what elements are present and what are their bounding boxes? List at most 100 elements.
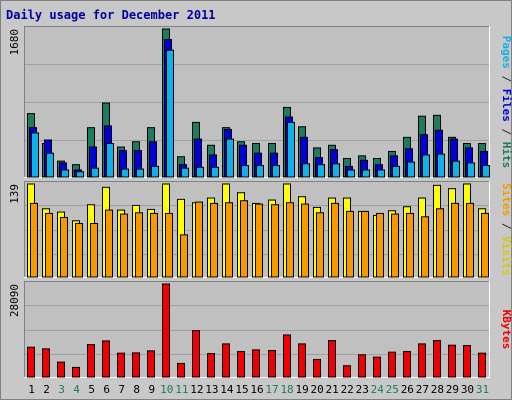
x-tick-label-day-7: 7 xyxy=(118,383,125,396)
bar-kbytes-day-23 xyxy=(358,354,366,378)
bar-sites-day-17 xyxy=(271,204,279,278)
panels-layer: 1680 139 28090 Pages / Files / Hits Sites / … xyxy=(8,26,512,378)
x-tick-label-day-18: 18 xyxy=(280,383,293,396)
bar-kbytes-day-28 xyxy=(433,340,441,378)
bar-kbytes-day-24 xyxy=(373,356,381,378)
bar-pages-day-12 xyxy=(196,166,204,178)
bar-sites-day-19 xyxy=(301,203,309,278)
bar-pages-day-19 xyxy=(302,163,310,178)
bar-pages-day-22 xyxy=(347,169,355,178)
x-tick-label-day-26: 26 xyxy=(401,383,414,396)
legend-entry: / xyxy=(500,216,512,236)
x-tick-label-day-12: 12 xyxy=(190,383,203,396)
bar-sites-day-6 xyxy=(105,209,113,278)
bar-pages-day-29 xyxy=(452,160,460,178)
bar-sites-day-20 xyxy=(316,212,324,278)
chart-title: Daily usage for December 2011 xyxy=(6,8,216,22)
bar-kbytes-day-18 xyxy=(283,334,291,378)
bar-kbytes-day-4 xyxy=(72,366,80,378)
legend-kbytes: KBytes xyxy=(500,310,512,350)
x-tick-label-day-31: 31 xyxy=(476,383,489,396)
bar-kbytes-day-31 xyxy=(478,352,486,378)
bar-sites-day-14 xyxy=(225,202,233,278)
y-max-label-hits: 1680 xyxy=(8,29,21,56)
bar-pages-day-11 xyxy=(181,167,189,178)
x-tick-label-day-5: 5 xyxy=(88,383,95,396)
x-tick-label-day-2: 2 xyxy=(43,383,50,396)
x-tick-label-day-3: 3 xyxy=(58,383,65,396)
bar-pages-day-7 xyxy=(121,168,129,178)
bar-pages-day-27 xyxy=(422,154,430,178)
bar-kbytes-day-3 xyxy=(57,361,65,378)
bar-kbytes-day-25 xyxy=(388,351,396,378)
x-tick-label-day-27: 27 xyxy=(416,383,429,396)
bar-kbytes-day-6 xyxy=(102,340,110,378)
bar-pages-day-21 xyxy=(332,163,340,178)
x-tick-label-day-15: 15 xyxy=(235,383,248,396)
bar-pages-day-5 xyxy=(91,167,99,178)
bar-sites-day-27 xyxy=(421,216,429,278)
x-tick-label-day-21: 21 xyxy=(326,383,339,396)
bar-pages-day-3 xyxy=(61,169,69,178)
bar-sites-day-25 xyxy=(391,213,399,278)
legend-entry: / xyxy=(500,122,512,142)
legend-entry: Hits xyxy=(500,142,512,169)
bar-pages-day-25 xyxy=(392,165,400,178)
bar-kbytes-day-13 xyxy=(207,352,215,378)
bar-kbytes-day-7 xyxy=(117,352,125,378)
bar-sites-day-30 xyxy=(466,202,474,278)
bar-sites-day-8 xyxy=(135,212,143,278)
x-tick-label-day-14: 14 xyxy=(220,383,234,396)
legend-entry: Pages xyxy=(500,36,512,69)
x-tick-label-day-20: 20 xyxy=(311,383,324,396)
bar-sites-day-10 xyxy=(165,212,173,278)
x-tick-label-day-24: 24 xyxy=(371,383,385,396)
bar-sites-day-3 xyxy=(60,216,68,278)
legend-entry: KBytes xyxy=(500,310,512,350)
bar-sites-day-9 xyxy=(150,212,158,278)
bar-kbytes-day-2 xyxy=(42,348,50,378)
bar-pages-day-4 xyxy=(76,171,84,178)
bar-kbytes-day-11 xyxy=(177,362,185,378)
x-tick-label-day-22: 22 xyxy=(341,383,354,396)
panel-visits: 139 xyxy=(8,181,490,278)
x-tick-label-day-23: 23 xyxy=(356,383,369,396)
bar-sites-day-29 xyxy=(451,202,459,278)
bar-sites-day-22 xyxy=(346,210,354,278)
bar-pages-day-24 xyxy=(377,169,385,178)
bar-pages-day-2 xyxy=(46,152,54,178)
bar-pages-day-8 xyxy=(136,168,144,178)
bar-kbytes-day-9 xyxy=(147,350,155,378)
bar-sites-day-18 xyxy=(286,202,294,278)
x-tick-label-day-1: 1 xyxy=(28,383,35,396)
bar-sites-day-26 xyxy=(406,212,414,278)
bar-kbytes-day-20 xyxy=(313,358,321,378)
bar-pages-day-13 xyxy=(211,166,219,178)
bar-pages-day-16 xyxy=(256,165,264,178)
bar-kbytes-day-30 xyxy=(463,345,471,378)
bar-kbytes-day-26 xyxy=(403,351,411,378)
x-tick-label-day-13: 13 xyxy=(205,383,218,396)
panel-kbytes: 28090 xyxy=(8,281,490,378)
bar-sites-day-2 xyxy=(45,212,53,278)
bar-kbytes-day-1 xyxy=(27,346,35,378)
bar-kbytes-day-19 xyxy=(298,343,306,378)
x-tick-label-day-11: 11 xyxy=(175,383,188,396)
legend-entry: / xyxy=(500,69,512,89)
x-tick-label-day-29: 29 xyxy=(446,383,459,396)
legend-hits: Pages / Files / Hits xyxy=(500,36,512,169)
bar-sites-day-5 xyxy=(90,222,98,278)
bar-kbytes-day-5 xyxy=(87,344,95,378)
bar-kbytes-day-22 xyxy=(343,365,351,378)
bar-kbytes-day-17 xyxy=(268,350,276,378)
bar-pages-day-26 xyxy=(407,161,415,178)
legend-entry: Sites xyxy=(500,183,512,216)
bar-kbytes-day-27 xyxy=(418,343,426,378)
bar-pages-day-9 xyxy=(151,165,159,178)
bar-sites-day-15 xyxy=(240,200,248,278)
bar-pages-day-17 xyxy=(272,165,280,178)
bar-kbytes-day-10 xyxy=(162,283,170,378)
bar-sites-day-16 xyxy=(255,203,263,278)
x-tick-label-day-9: 9 xyxy=(148,383,155,396)
